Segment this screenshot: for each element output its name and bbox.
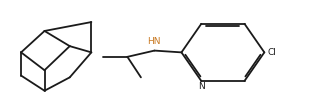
Text: HN: HN xyxy=(147,37,160,46)
Text: N: N xyxy=(198,82,205,91)
Text: Cl: Cl xyxy=(268,48,277,57)
